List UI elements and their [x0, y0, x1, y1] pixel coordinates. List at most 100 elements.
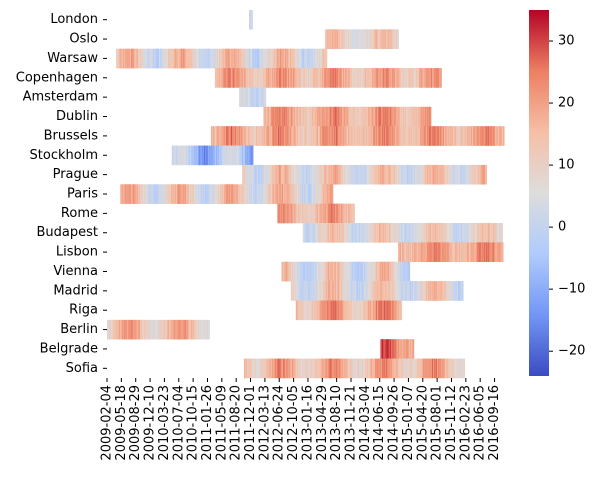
heatmap-cell [412, 242, 413, 262]
heatmap-cell [363, 68, 365, 88]
heatmap-cell [212, 184, 214, 204]
heatmap-cell [291, 126, 293, 146]
heatmap-cell [297, 203, 299, 224]
heatmap-cell [239, 87, 241, 108]
heatmap-cell [396, 300, 397, 321]
heatmap-cell [305, 203, 307, 224]
heatmap-cell [276, 68, 278, 88]
heatmap-cell [417, 126, 419, 146]
heatmap-cell [246, 126, 247, 146]
heatmap-cell [485, 164, 486, 185]
heatmap-cell [386, 281, 388, 301]
heatmap-cell [266, 164, 267, 185]
heatmap-cell [357, 300, 359, 321]
heatmap-cell [125, 184, 127, 204]
heatmap-cell [308, 261, 310, 282]
heatmap-cell [406, 126, 408, 146]
heatmap-cell [483, 242, 485, 262]
heatmap-cell [357, 164, 359, 185]
heatmap-cell [390, 261, 392, 282]
heatmap-cell [245, 145, 247, 166]
heatmap-cell [498, 126, 500, 146]
heatmap-cell [501, 126, 503, 146]
heatmap-cell [301, 184, 303, 204]
heatmap-cell [419, 281, 421, 301]
colorbar-tick-label: −20 [558, 344, 585, 359]
heatmap-cell [341, 164, 343, 185]
heatmap-cell [412, 106, 414, 127]
heatmap-cell [346, 223, 348, 243]
heatmap-cell [297, 68, 299, 88]
heatmap-cell [429, 281, 430, 301]
heatmap-cell [481, 126, 483, 146]
heatmap-cell [359, 68, 361, 88]
heatmap-cell [377, 126, 378, 146]
heatmap-cell [296, 184, 298, 204]
heatmap-cell [237, 48, 238, 69]
heatmap-cell [109, 319, 111, 340]
heatmap-cell [469, 164, 471, 185]
heatmap-cell [428, 164, 430, 185]
heatmap-cell [121, 48, 123, 69]
heatmap-cell [348, 358, 350, 379]
heatmap-cell [390, 358, 391, 379]
heatmap-cell [264, 358, 265, 379]
heatmap-cell [294, 48, 296, 69]
heatmap-cell [278, 203, 280, 224]
heatmap-cell [392, 126, 394, 146]
heatmap-cell [294, 281, 296, 301]
heatmap-cell [365, 29, 367, 49]
heatmap-cell [272, 184, 274, 204]
heatmap-cell [293, 184, 295, 204]
heatmap-cell [396, 358, 398, 379]
heatmap-cell [458, 358, 460, 379]
heatmap-cell [255, 126, 257, 146]
heatmap-cell [207, 184, 209, 204]
heatmap-cell [320, 68, 322, 88]
heatmap-cell [245, 145, 247, 166]
heatmap-cell [306, 68, 308, 88]
heatmap-cell [281, 68, 283, 88]
heatmap-cell [341, 261, 343, 282]
heatmap-cell [132, 319, 133, 340]
heatmap-cell [347, 300, 349, 321]
heatmap-cell [389, 29, 391, 49]
heatmap-cell [146, 319, 147, 340]
heatmap-cell [374, 281, 376, 301]
heatmap-cell [345, 68, 347, 88]
heatmap-cell [301, 358, 303, 379]
heatmap-cell [287, 48, 289, 69]
heatmap-cell [257, 358, 259, 379]
y-tick-label: Brussels [44, 128, 99, 143]
heatmap-cell [390, 358, 392, 379]
heatmap-cell [146, 48, 148, 69]
heatmap-cell [333, 164, 335, 185]
heatmap-cell [320, 358, 322, 379]
heatmap-cell [300, 106, 301, 127]
heatmap-cell [430, 126, 432, 146]
heatmap-cell [210, 145, 212, 166]
heatmap-cell [389, 106, 391, 127]
heatmap-cell [189, 145, 191, 166]
heatmap-cell [376, 106, 378, 127]
heatmap-cell [347, 261, 349, 282]
heatmap-cell [325, 281, 327, 301]
heatmap-cell [354, 281, 356, 301]
heatmap-cell [317, 223, 319, 243]
heatmap-cell [311, 358, 313, 379]
heatmap-cell [416, 281, 418, 301]
heatmap-cell [356, 126, 358, 146]
heatmap-cell [284, 358, 286, 379]
heatmap-cell [158, 319, 160, 340]
heatmap-cell [355, 106, 357, 127]
heatmap-cell [406, 261, 408, 282]
heatmap-cell [136, 48, 138, 69]
heatmap-cell [269, 184, 270, 204]
heatmap-cell [251, 87, 253, 108]
heatmap-cell [323, 300, 324, 321]
heatmap-cell [355, 68, 357, 88]
heatmap-cell [262, 48, 264, 69]
heatmap-cell [407, 223, 408, 243]
heatmap-cell [478, 242, 480, 262]
heatmap-cell [319, 358, 321, 379]
